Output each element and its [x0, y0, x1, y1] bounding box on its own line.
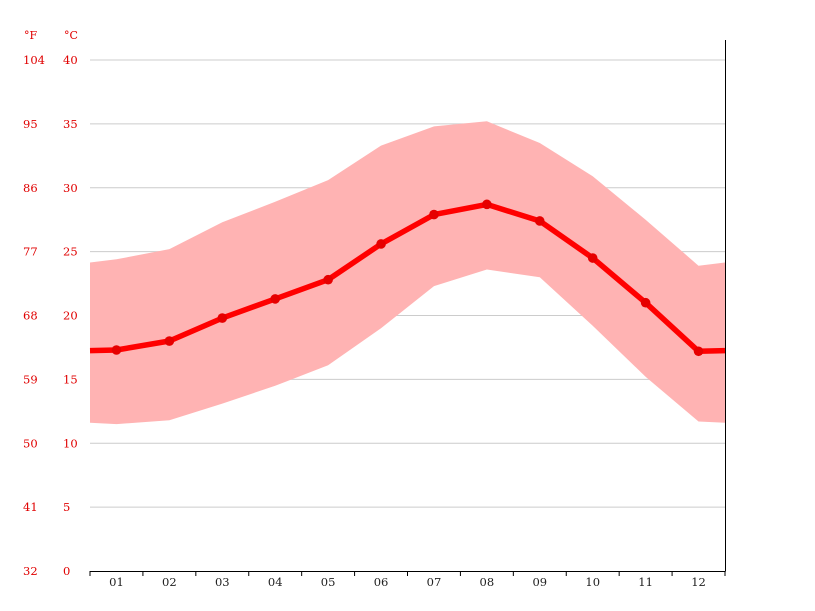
mean-point	[164, 336, 175, 346]
mean-point	[323, 274, 333, 285]
axes	[89, 40, 726, 576]
y-tick-label-fahrenheit: 77	[23, 245, 38, 259]
y-tick-label-fahrenheit: 59	[23, 372, 38, 386]
mean-point	[534, 216, 545, 226]
mean-point	[482, 199, 492, 210]
y-tick-label-fahrenheit: 68	[23, 309, 38, 323]
x-tick-label: 07	[427, 575, 442, 589]
mean-point	[693, 346, 704, 357]
y-tick-label-celsius: 40	[63, 53, 78, 67]
mean-line-path	[89, 201, 726, 355]
y-tick-label-celsius: 10	[63, 436, 78, 450]
y-tick-label-fahrenheit: 86	[23, 181, 38, 195]
x-tick-label: 10	[585, 575, 600, 589]
x-tick-label: 03	[215, 575, 230, 589]
y-tick-label-fahrenheit: 95	[23, 117, 38, 131]
y-tick-label-celsius: 25	[63, 245, 78, 259]
y-tick-label-celsius: 15	[63, 372, 78, 386]
fahrenheit-unit-label: °F	[24, 29, 38, 42]
mean-point	[217, 313, 228, 323]
x-tick-label: 04	[268, 575, 283, 589]
x-tick-label: 11	[638, 575, 653, 589]
y-tick-label-celsius: 0	[63, 564, 70, 578]
axis-labels: °F °C 4010435953086257720681559105054103…	[23, 29, 706, 589]
x-tick-label: 09	[532, 575, 547, 589]
temperature-range-band	[90, 121, 725, 425]
y-tick-label-celsius: 30	[63, 181, 78, 195]
x-tick-label: 08	[480, 575, 495, 589]
x-tick-label: 06	[374, 575, 389, 589]
celsius-unit-label: °C	[64, 29, 78, 42]
y-tick-label-celsius: 20	[63, 309, 78, 323]
mean-point	[270, 294, 281, 304]
mean-point	[587, 253, 598, 263]
mean-point	[376, 239, 386, 249]
temperature-range-area	[90, 121, 725, 425]
y-tick-label-fahrenheit: 104	[23, 53, 45, 67]
y-tick-label-celsius: 35	[63, 117, 78, 131]
mean-point	[429, 209, 439, 220]
y-tick-label-fahrenheit: 41	[23, 500, 38, 514]
x-tick-label: 01	[109, 575, 124, 589]
x-tick-label: 05	[321, 575, 336, 589]
mean-temperature-line	[89, 199, 726, 357]
y-tick-label-fahrenheit: 50	[23, 436, 38, 450]
y-tick-label-celsius: 5	[63, 500, 70, 514]
x-tick-label: 12	[691, 575, 706, 589]
x-tick-label: 02	[162, 575, 177, 589]
mean-point	[640, 297, 651, 308]
mean-point	[111, 345, 122, 355]
y-tick-label-fahrenheit: 32	[23, 564, 38, 578]
